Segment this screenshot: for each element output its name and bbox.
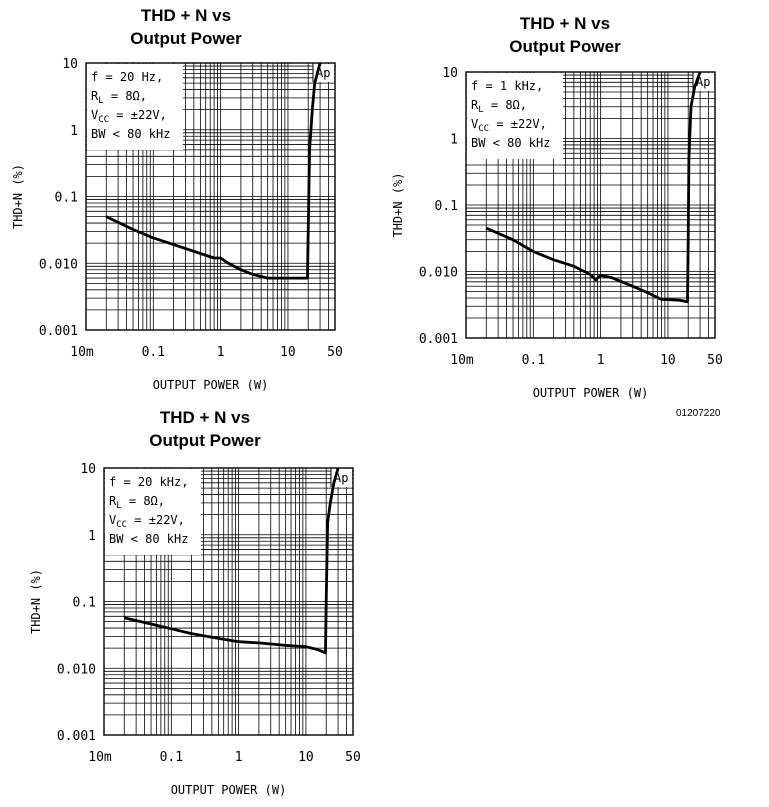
x-tick-label: 50 [345,750,361,765]
y-tick-label: 10 [62,57,78,72]
condition-line: RL = 8Ω, [91,89,147,106]
chart-1-title: THD + N vs Output Power [76,4,296,50]
conditions-box [105,469,201,555]
y-axis-label: THD+N (%) [29,569,43,634]
data-curve [485,71,702,304]
y-tick-label: 1 [70,124,78,139]
y-tick-label: 0.001 [39,324,78,339]
condition-line: f = 20 kHz, [109,475,188,489]
x-tick-label: 0.1 [522,353,545,368]
y-tick-label: 0.010 [419,266,458,281]
y-tick-label: 1 [450,133,458,148]
condition-line: VCC = ±22V, [91,108,167,125]
condition-line: BW < 80 kHz [471,136,550,150]
x-tick-label: 50 [327,345,343,360]
y-tick-label: 10 [442,66,458,81]
condition-line: f = 1 kHz, [471,79,543,93]
y-tick-label: 0.001 [57,729,96,744]
x-tick-label: 10 [298,750,314,765]
figure-id: 01207220 [676,408,721,419]
chart-2-title-line-2: Output Power [509,37,621,56]
condition-line: BW < 80 kHz [91,127,170,141]
conditions-box [467,73,563,159]
annotation-label: Ap [696,75,710,89]
grid [104,468,353,735]
x-axis-label: OUTPUT POWER (W) [153,378,269,392]
y-tick-label: 0.1 [73,596,96,611]
condition-line: f = 20 Hz, [91,70,163,84]
x-tick-label: 50 [707,353,723,368]
chart-1-title-line-2: Output Power [130,29,242,48]
x-tick-label: 10 [280,345,296,360]
y-tick-label: 10 [80,462,96,477]
plot-frame [103,467,354,736]
chart-2: f = 1 kHz, RL = 8Ω, VCC = ±22V, BW < 80 kHz… [391,66,723,400]
chart-3: f = 20 kHz, RL = 8Ω, VCC = ±22V, BW < 80 kH… [29,462,361,797]
data-curve [105,62,322,280]
data-curve [123,467,340,655]
chart-3-title: THD + N vs Output Power [95,406,315,452]
chart-2-title: THD + N vs Output Power [455,12,675,58]
x-tick-label: 10m [70,345,94,360]
y-tick-label: 0.001 [419,332,458,347]
condition-line: BW < 80 kHz [109,532,188,546]
x-tick-label: 1 [235,750,243,765]
y-tick-label: 0.1 [435,199,458,214]
condition-line: RL = 8Ω, [471,98,527,115]
x-axis-label: OUTPUT POWER (W) [171,783,287,797]
x-tick-label: 10m [88,750,112,765]
y-tick-label: 0.1 [55,191,78,206]
conditions-box [87,64,183,150]
x-tick-label: 0.1 [142,345,165,360]
x-tick-label: 0.1 [160,750,183,765]
y-tick-label: 0.010 [39,257,78,272]
y-tick-label: 0.010 [57,662,96,677]
x-tick-label: 10m [450,353,474,368]
condition-line: VCC = ±22V, [471,117,547,134]
condition-line: RL = 8Ω, [109,494,165,511]
chart-3-title-line-2: Output Power [149,431,261,450]
x-tick-label: 1 [217,345,225,360]
y-tick-label: 1 [88,529,96,544]
y-axis-label: THD+N (%) [391,172,405,237]
plot-frame [465,71,716,339]
condition-line: VCC = ±22V, [109,513,185,530]
x-tick-label: 1 [597,353,605,368]
x-tick-label: 10 [660,353,676,368]
x-axis-label: OUTPUT POWER (W) [533,386,649,400]
y-axis-label: THD+N (%) [11,164,25,229]
chart-2-title-line-1: THD + N vs [519,14,611,33]
chart-1-title-line-1: THD + N vs [140,6,232,25]
chart-1: f = 20 Hz, RL = 8Ω, VCC = ±22V, BW < 80 kHz… [11,57,343,392]
chart-3-title-line-1: THD + N vs [159,408,251,427]
plot-frame [85,62,336,331]
